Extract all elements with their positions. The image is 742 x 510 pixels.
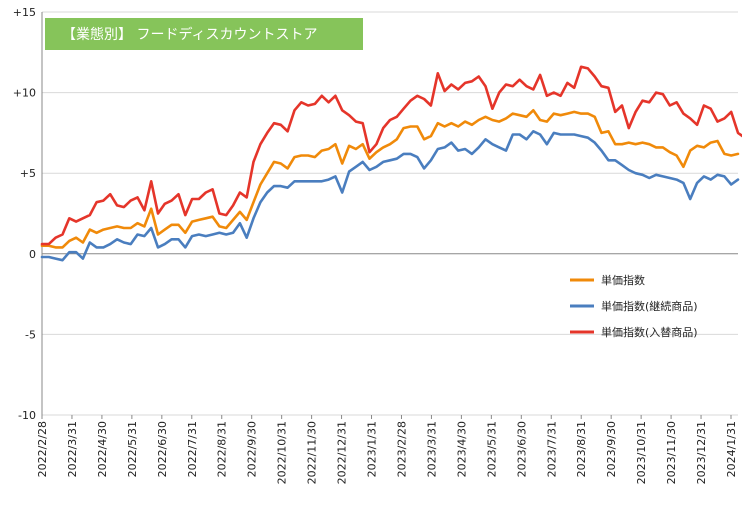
y-tick-label: 0 [29,248,36,261]
x-tick-label: 2023/8/31 [575,421,588,477]
x-tick-label: 2022/5/31 [126,421,139,477]
y-axis-ticks: +15 +10 +5 0 -5 -10 [13,6,36,422]
y-tick-label: +15 [13,6,36,19]
x-tick-label: 2023/2/28 [395,421,408,477]
series-line-2 [40,65,742,246]
x-tick-label: 2023/6/30 [515,421,528,477]
x-tick-label: 2022/7/31 [186,421,199,477]
x-tick-label: 2022/3/31 [66,421,79,477]
y-tick-label: +10 [13,87,36,100]
x-tick-label: 2022/10/31 [276,421,289,484]
legend-label-continuing: 単価指数(継続商品) [601,299,698,313]
x-tick-label: 2023/7/31 [545,421,558,477]
x-tick-label: 2023/1/31 [366,421,379,477]
x-tick-label: 2023/10/31 [635,421,648,484]
x-tick-label: 2022/2/28 [36,421,49,477]
x-tick-label: 2022/6/30 [156,421,169,477]
x-tick-label: 2022/12/31 [336,421,349,484]
x-tick-label: 2023/12/31 [695,421,708,484]
x-tick-label: 2023/4/30 [455,421,468,477]
x-tick-label: 2023/3/31 [425,421,438,477]
series-line-0 [40,109,740,249]
series-line-1 [40,130,740,262]
y-tick-label: +5 [20,167,36,180]
y-tick-label: -10 [18,409,36,422]
legend-item-replaced: 単価指数(入替商品) [570,325,698,339]
x-tick-label: 2023/9/30 [605,421,618,477]
x-tick-label: 2023/11/30 [665,421,678,484]
chart-title-box: 【業態別】 フードディスカウントストア [45,18,363,50]
legend-item-unit-price: 単価指数 [570,273,645,287]
x-tick-label: 2022/11/30 [306,421,319,484]
legend-item-continuing: 単価指数(継続商品) [570,299,698,313]
x-tick-label: 2024/1/31 [725,421,738,477]
series-lines [40,65,742,262]
legend-label-unit-price: 単価指数 [601,273,645,287]
title-background [45,18,363,50]
legend: 単価指数 単価指数(継続商品) 単価指数(入替商品) [570,273,698,339]
x-tick-label: 2022/8/31 [216,421,229,477]
legend-label-replaced: 単価指数(入替商品) [601,325,698,339]
x-axis-ticks: 2022/2/28 2022/3/31 2022/4/30 2022/5/31 2022… [36,415,738,484]
y-tick-label: -5 [25,328,36,341]
x-tick-label: 2022/4/30 [96,421,109,477]
chart-title: 【業態別】 フードディスカウントストア [62,26,317,43]
x-tick-label: 2023/5/31 [485,421,498,477]
x-tick-label: 2022/9/30 [246,421,259,477]
grid-lines [41,11,738,416]
